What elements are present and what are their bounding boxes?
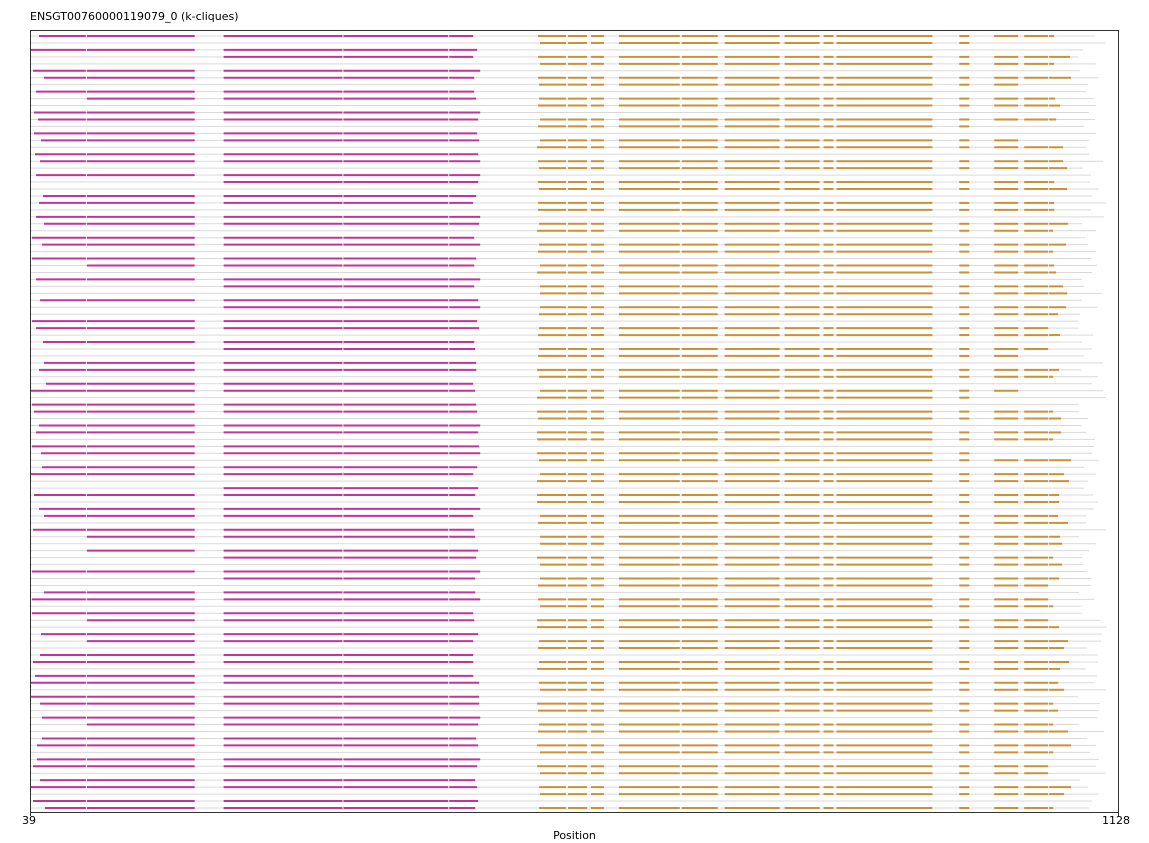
x-axis-label: Position xyxy=(553,829,596,842)
plot-frame xyxy=(30,30,1119,813)
chart-title: ENSGT00760000119079_0 (k-cliques) xyxy=(30,10,239,23)
x-tick-label-end: 1128 xyxy=(1102,814,1130,827)
x-tick-label-start: 39 xyxy=(22,814,36,827)
